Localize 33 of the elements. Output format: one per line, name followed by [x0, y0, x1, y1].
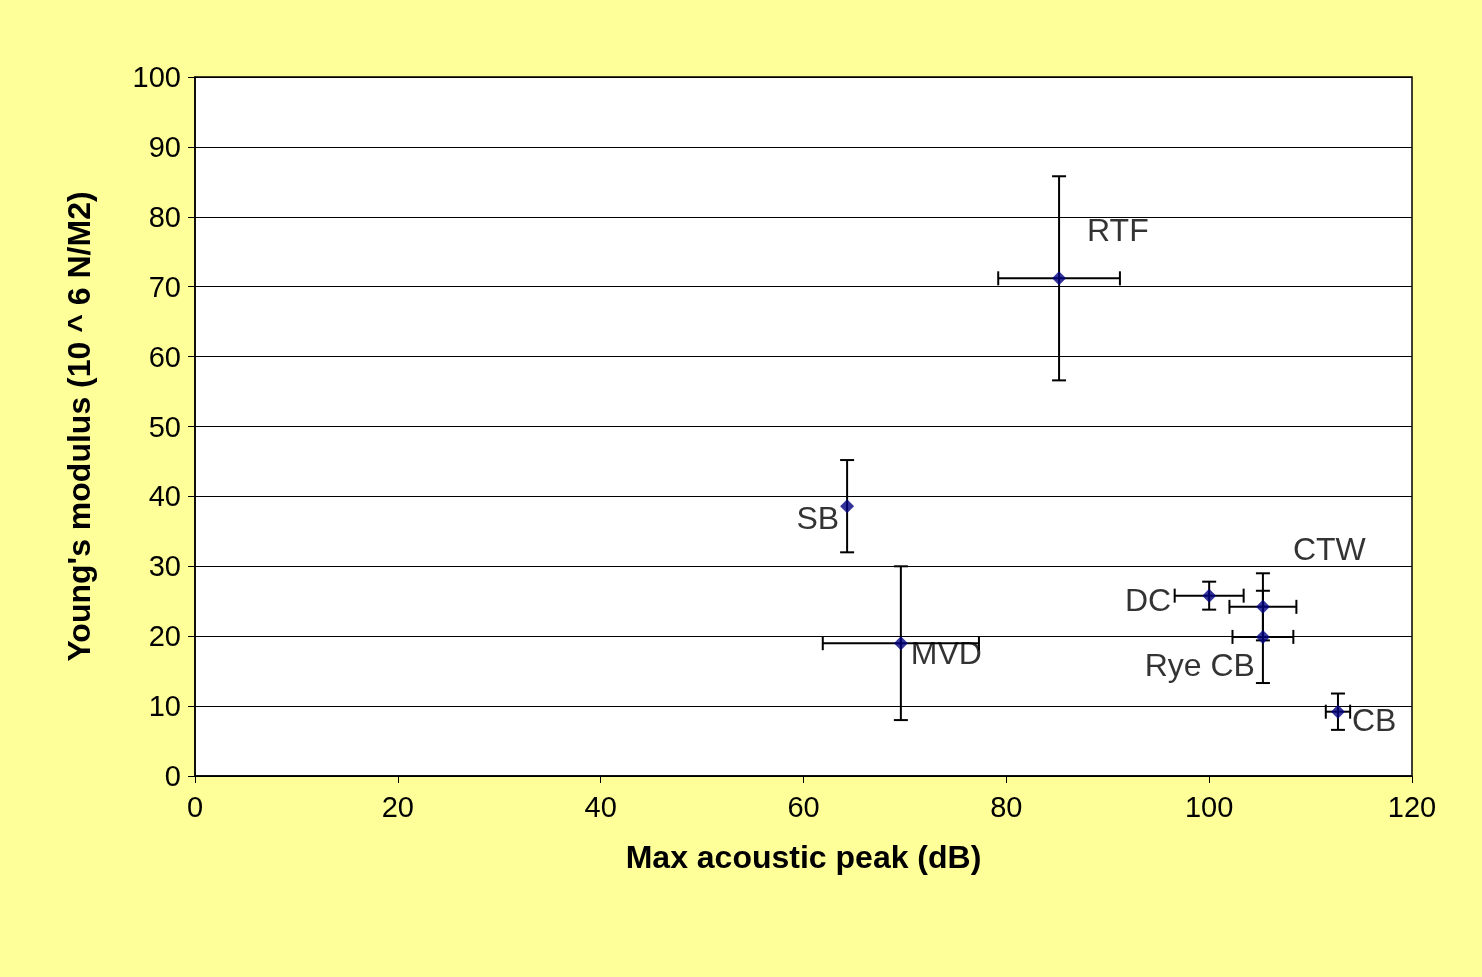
y-tick-label: 0	[164, 760, 181, 792]
y-tick-label: 40	[148, 480, 181, 513]
x-tick-label: 100	[1184, 790, 1234, 823]
x-tick-label: 80	[990, 790, 1023, 823]
point	[893, 636, 908, 651]
series-label: CTW	[1292, 530, 1367, 567]
y-tick-label: 20	[148, 620, 181, 653]
point	[840, 499, 855, 514]
x-tick-label: 20	[381, 790, 414, 823]
series-label: SB	[796, 500, 840, 537]
point	[1330, 704, 1345, 719]
x-tick-label: 0	[186, 790, 204, 823]
point	[1052, 271, 1067, 286]
y-tick-label: 90	[148, 130, 181, 163]
y-tick-label: 70	[148, 270, 181, 303]
x-tick-label: 60	[787, 790, 820, 823]
y-tick-label: 30	[148, 550, 181, 583]
series-label: Rye CB	[1144, 646, 1255, 683]
series-label: DC	[1124, 581, 1172, 618]
x-axis-title: Max acoustic peak (dB)	[625, 839, 982, 875]
y-tick-label: 100	[132, 61, 181, 93]
point	[1202, 588, 1217, 603]
x-tick-label: 120	[1387, 790, 1437, 823]
series-label: RTF	[1087, 212, 1149, 249]
y-tick-label: 60	[148, 340, 181, 373]
y-tick-label: 50	[148, 410, 181, 443]
x-tick-label: 40	[584, 790, 617, 823]
point	[1255, 599, 1270, 614]
y-axis-title: Young's modulus (10 ^ 6 N/M2)	[61, 191, 97, 662]
y-tick-label: 10	[148, 690, 181, 723]
series-label: CB	[1351, 701, 1397, 738]
y-tick-label: 80	[148, 200, 181, 233]
point	[1255, 629, 1270, 644]
